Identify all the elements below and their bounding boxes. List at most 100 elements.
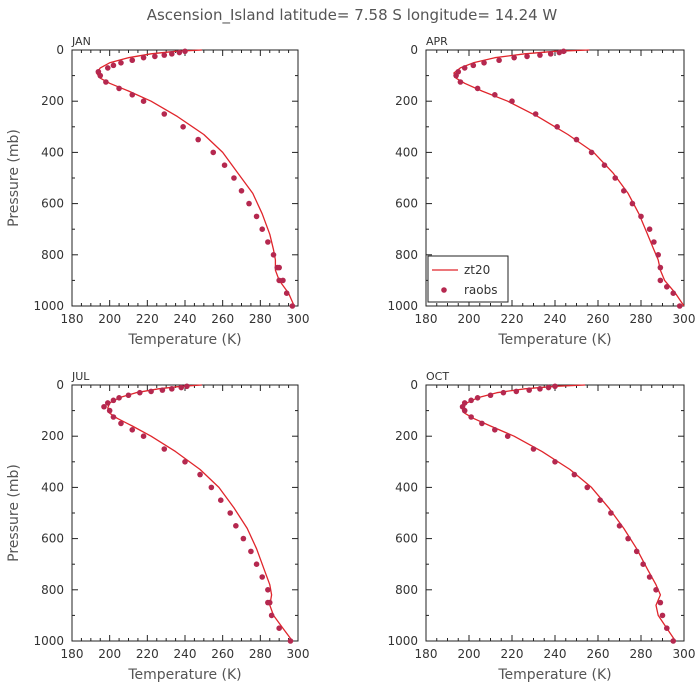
data-point-raobs (584, 484, 591, 491)
data-point-raobs (537, 386, 543, 392)
data-point-raobs (248, 548, 254, 555)
y-tick-label: 200 (395, 94, 418, 108)
panel-apr: 180 200 220 240 260 280 300 0 200 400 600 800 1000 AP… (387, 35, 695, 348)
data-point-raobs (492, 92, 498, 98)
data-point-raobs (601, 162, 608, 168)
data-point-raobs (182, 48, 188, 55)
x-tick-label: 300 (287, 312, 310, 326)
data-point-raobs (169, 51, 175, 57)
data-point-raobs (253, 213, 260, 220)
figure-title: Ascension_Island latitude= 7.58 S longit… (147, 6, 558, 25)
x-tick-label: 260 (211, 647, 234, 661)
data-point-raobs (137, 389, 143, 396)
y-tick-label: 400 (41, 480, 64, 494)
data-point-raobs (283, 290, 290, 297)
data-point-raobs (621, 188, 627, 194)
data-point-raobs (161, 52, 168, 58)
data-point-raobs (125, 392, 132, 399)
series-line-zt20 (461, 384, 676, 642)
data-point-raobs (184, 383, 190, 390)
x-tick-label: 200 (98, 312, 121, 326)
data-point-raobs (233, 523, 239, 529)
data-point-raobs (210, 149, 217, 156)
x-axis-label: Temperature (K) (497, 332, 611, 348)
x-tick-label: 240 (174, 647, 197, 661)
plot-frame (71, 384, 299, 642)
data-point-raobs (152, 53, 158, 60)
x-tick-label: 180 (61, 647, 84, 661)
data-point-raobs (511, 54, 517, 61)
data-point-raobs (597, 497, 603, 504)
x-tick-label: 180 (415, 647, 438, 661)
series-line-zt20 (453, 49, 685, 307)
x-tick-label: 240 (544, 647, 567, 661)
data-point-raobs (552, 383, 558, 390)
y-axis-label: Pressure (mb) (6, 464, 22, 562)
data-point-raobs (104, 400, 111, 406)
data-point-raobs (276, 264, 282, 271)
data-point-raobs (625, 535, 631, 542)
x-tick-label: 260 (587, 647, 610, 661)
data-point-raobs (129, 427, 136, 433)
data-point-raobs (227, 510, 233, 516)
data-point-raobs (659, 612, 666, 619)
data-point-raobs (504, 433, 511, 440)
y-tick-label: 800 (41, 583, 64, 597)
y-tick-label: 800 (395, 248, 418, 262)
data-point-raobs (573, 136, 580, 143)
y-tick-label: 200 (41, 94, 64, 108)
x-tick-label: 220 (501, 647, 524, 661)
plot-frame (71, 49, 299, 307)
data-point-raobs (479, 420, 485, 427)
x-tick-label: 240 (174, 312, 197, 326)
data-point-raobs (670, 638, 677, 644)
data-point-raobs (629, 200, 636, 207)
data-point-raobs (481, 60, 487, 66)
data-point-raobs (280, 277, 286, 284)
data-point-raobs (268, 612, 275, 619)
y-tick-label: 600 (41, 197, 64, 211)
data-point-raobs (474, 85, 481, 92)
data-point-raobs (664, 625, 670, 631)
x-axis-label: Temperature (K) (497, 667, 611, 683)
y-tick-label: 0 (56, 378, 64, 392)
data-point-raobs (197, 471, 203, 478)
y-tick-label: 600 (41, 532, 64, 546)
data-point-raobs (457, 79, 464, 85)
x-tick-label: 300 (673, 312, 696, 326)
y-tick-label: 800 (41, 248, 64, 262)
data-point-raobs (487, 392, 494, 399)
data-point-raobs (474, 395, 481, 401)
panel-label: OCT (426, 370, 449, 383)
legend: zt20 raobs (427, 255, 509, 303)
y-tick-label: 0 (410, 43, 418, 57)
y-tick-label: 200 (41, 429, 64, 443)
data-point-raobs (270, 252, 277, 258)
panel-jan: 180 200 220 240 260 280 300 0 200 400 600 800 1000 JA… (6, 35, 309, 348)
x-tick-label: 200 (458, 312, 481, 326)
data-point-raobs (240, 535, 247, 542)
data-point-raobs (638, 213, 644, 220)
x-tick-label: 240 (544, 312, 567, 326)
data-point-raobs (545, 384, 552, 391)
data-point-raobs (110, 397, 117, 404)
data-point-raobs (676, 303, 683, 309)
panel-label: JAN (71, 35, 91, 48)
data-point-raobs (571, 471, 578, 478)
data-point-raobs (140, 433, 147, 440)
data-point-raobs (129, 92, 136, 98)
data-point-raobs (118, 420, 124, 427)
y-tick-label: 1000 (33, 299, 64, 313)
x-tick-label: 180 (415, 312, 438, 326)
data-point-raobs (148, 388, 154, 395)
data-point-raobs (646, 574, 653, 580)
data-point-raobs (461, 65, 468, 71)
data-point-raobs (231, 175, 237, 181)
data-point-raobs (129, 57, 136, 64)
x-tick-label: 200 (458, 647, 481, 661)
legend-box (427, 255, 509, 303)
panel-label: JUL (71, 370, 90, 383)
data-point-raobs (104, 65, 111, 71)
series-line-zt20 (107, 384, 293, 642)
data-point-raobs (176, 49, 183, 56)
